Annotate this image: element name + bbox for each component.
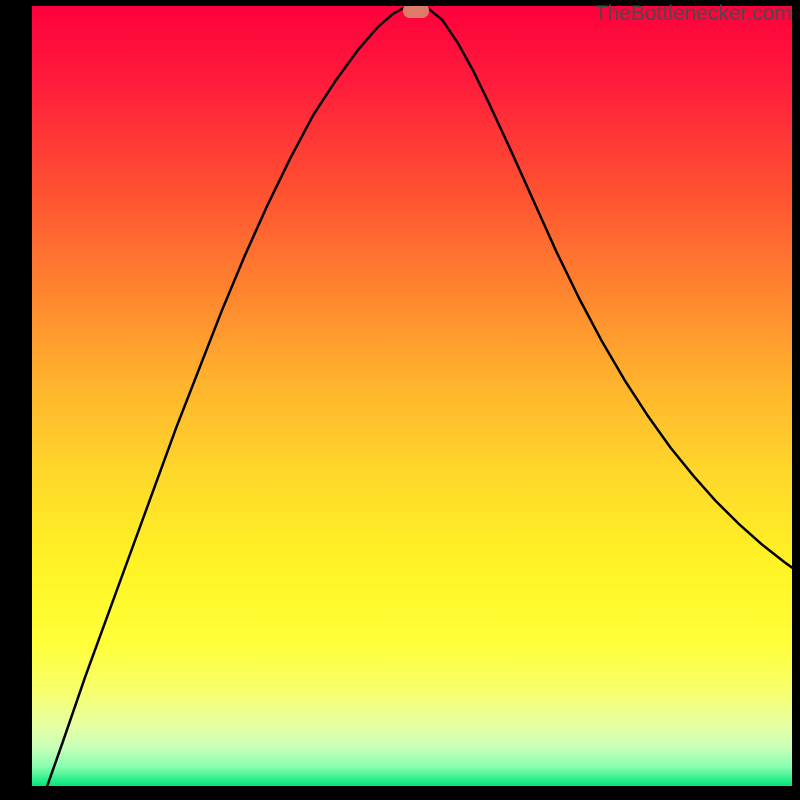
watermark-label: TheBottlenecker.com — [595, 2, 792, 26]
chart-plot-area — [32, 6, 792, 786]
chart-curve — [32, 6, 792, 786]
chart-minimum-marker — [403, 6, 429, 18]
